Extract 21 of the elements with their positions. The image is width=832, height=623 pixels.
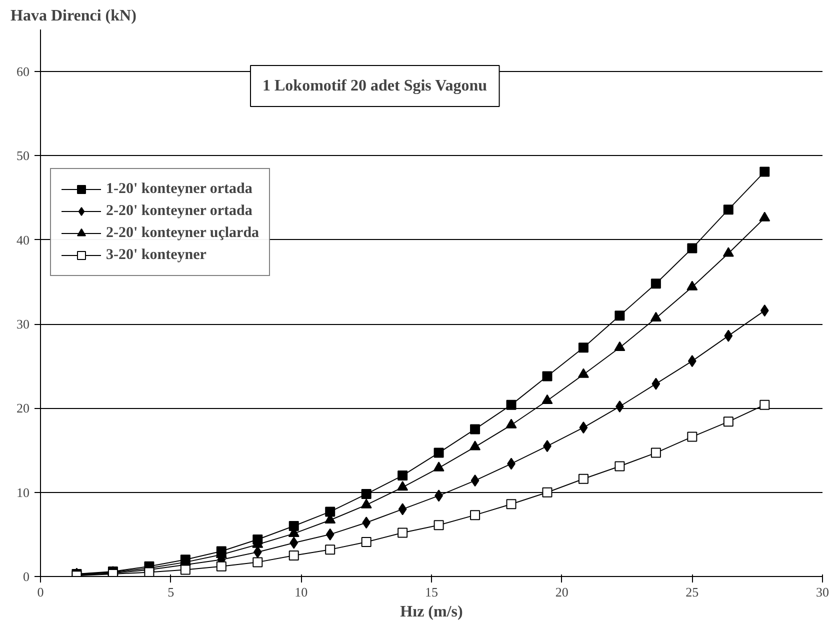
legend-label: 2-20' konteyner ortada [106,202,252,220]
legend-label: 2-20' konteyner uçlarda [106,224,260,242]
y-tick-label: 60 [16,64,30,80]
x-tick-label: 25 [686,584,699,600]
text: 1 Lokomotif 20 adet Sgis Vagonu [262,78,488,94]
y-tick-label: 50 [16,148,30,164]
x-tick-label: 0 [37,584,44,600]
legend-label: 3-20' konteyner [106,246,206,264]
x-axis-title: Hız (m/s) [400,604,463,620]
y-tick-label: 20 [16,400,30,416]
x-tick-label: 15 [425,584,438,600]
y-tick-label: 10 [16,484,30,500]
x-tick-label: 10 [294,584,308,600]
y-axis-title: Hava Direnci (kN) [10,8,136,24]
y-tick-label: 0 [23,569,30,584]
y-tick-label: 30 [16,316,30,332]
x-tick-label: 5 [168,584,174,600]
y-tick-label: 40 [16,232,30,248]
x-tick-label: 20 [555,584,568,600]
x-tick-label: 30 [816,584,829,600]
legend-label: 1-20' konteyner ortada [106,180,252,198]
